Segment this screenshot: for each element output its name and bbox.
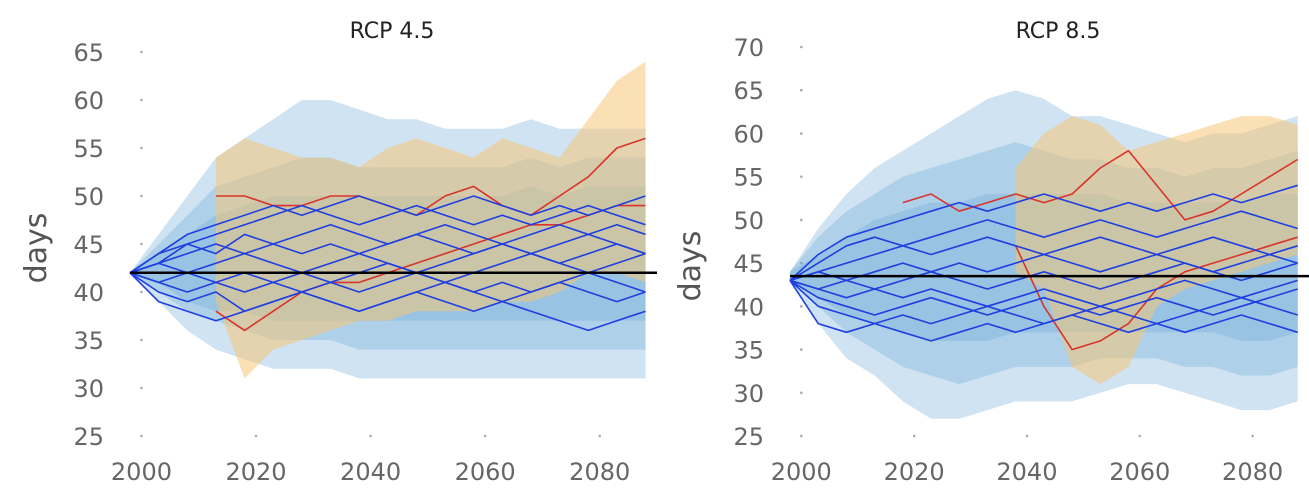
x-tick-labels: 2000 2020 2040 2060 2080: [111, 458, 630, 486]
y-tick-label: 30: [73, 375, 104, 403]
grid-dot: [1025, 434, 1029, 438]
grid-dot: [254, 434, 258, 438]
series-line-blue-10: [129, 272, 646, 332]
x-tick-labels: 2000 2020 2040 2060 2080: [771, 458, 1283, 486]
x-tick-label: 2040: [996, 458, 1057, 486]
x-tick-label: 2040: [340, 458, 401, 486]
series-line-blue-2: [129, 195, 646, 274]
series-line-blue-8: [789, 279, 1298, 316]
grid-dot: [369, 434, 372, 438]
grid-dot: [799, 261, 803, 265]
uncertainty-bands: [130, 61, 646, 379]
x-tick-label: 2080: [1222, 458, 1283, 486]
x-tick-label: 2000: [111, 458, 172, 486]
grid-dot: [140, 242, 143, 246]
y-tick-label: 65: [733, 77, 764, 105]
y-tick-labels: 25 30 35 40 45 50 55 60 65 70: [733, 34, 764, 451]
chart-rcp85: RCP 8.5 days 25 30 35 40 45 50 55 60 65 70 2000 202…: [673, 19, 1309, 486]
series-line-blue-3: [129, 204, 646, 274]
x-tick-label: 2080: [569, 458, 630, 486]
grid-dot: [799, 88, 803, 92]
x-tick-label: 2000: [771, 458, 832, 486]
series-line-blue-5: [129, 233, 646, 274]
chart-title: RCP 8.5: [1016, 19, 1101, 44]
y-tick-label: 55: [73, 135, 104, 163]
grid-dot: [799, 348, 803, 351]
grid-dot: [912, 434, 916, 438]
grid-dots: [799, 45, 1254, 438]
grid-dot: [598, 434, 602, 438]
grid-dot: [140, 338, 143, 342]
grid-dot: [140, 386, 143, 390]
chart-title: RCP 4.5: [350, 19, 435, 44]
x-tick-label: 2060: [455, 458, 516, 486]
series-line-blue-3: [789, 210, 1298, 282]
y-tick-label: 50: [733, 207, 764, 235]
x-tick-label: 2060: [1109, 458, 1170, 486]
y-tick-label: 45: [733, 250, 764, 278]
y-tick-label: 25: [733, 423, 764, 451]
y-tick-label: 50: [73, 183, 104, 211]
grid-dot: [799, 45, 803, 49]
y-tick-label: 25: [73, 423, 104, 451]
grid-dot: [1138, 434, 1142, 438]
y-tick-labels: 25 30 35 40 45 50 55 60 65: [73, 39, 104, 451]
grid-dot: [483, 434, 487, 438]
y-tick-label: 40: [73, 279, 104, 307]
series-lines: [129, 137, 646, 332]
grid-dot: [799, 132, 803, 135]
series-line-red-1: [215, 204, 646, 332]
y-tick-label: 40: [733, 293, 764, 321]
grid-dot: [140, 146, 143, 150]
x-tick-label: 2020: [884, 458, 945, 486]
series-line-red-0: [215, 137, 646, 216]
grid-dot: [140, 290, 143, 294]
y-tick-label: 35: [73, 327, 104, 355]
grid-dots: [140, 50, 602, 438]
y-tick-label: 55: [733, 164, 764, 192]
grid-dot: [799, 305, 803, 308]
y-tick-label: 70: [733, 34, 764, 62]
y-tick-label: 65: [73, 39, 104, 67]
y-tick-label: 45: [73, 231, 104, 259]
grid-dot: [799, 391, 803, 395]
y-tick-label: 60: [733, 120, 764, 148]
band-orange: [1015, 116, 1298, 385]
grid-dot: [799, 175, 803, 178]
y-tick-label: 60: [73, 87, 104, 115]
y-axis-label: days: [673, 231, 708, 302]
y-tick-label: 30: [733, 380, 764, 408]
grid-dot: [140, 194, 143, 198]
series-line-blue-7: [789, 279, 1298, 308]
grid-dot: [140, 434, 143, 438]
grid-dot: [799, 434, 803, 438]
y-tick-label: 35: [733, 337, 764, 365]
series-line-blue-10: [789, 279, 1298, 342]
grid-dot: [1251, 434, 1254, 438]
x-tick-label: 2020: [225, 458, 286, 486]
series-line-blue-2: [789, 184, 1298, 281]
grid-dot: [799, 218, 803, 222]
grid-dot: [140, 50, 143, 54]
grid-dot: [140, 98, 143, 102]
y-axis-label: days: [19, 213, 54, 284]
series-lines: [789, 149, 1299, 351]
